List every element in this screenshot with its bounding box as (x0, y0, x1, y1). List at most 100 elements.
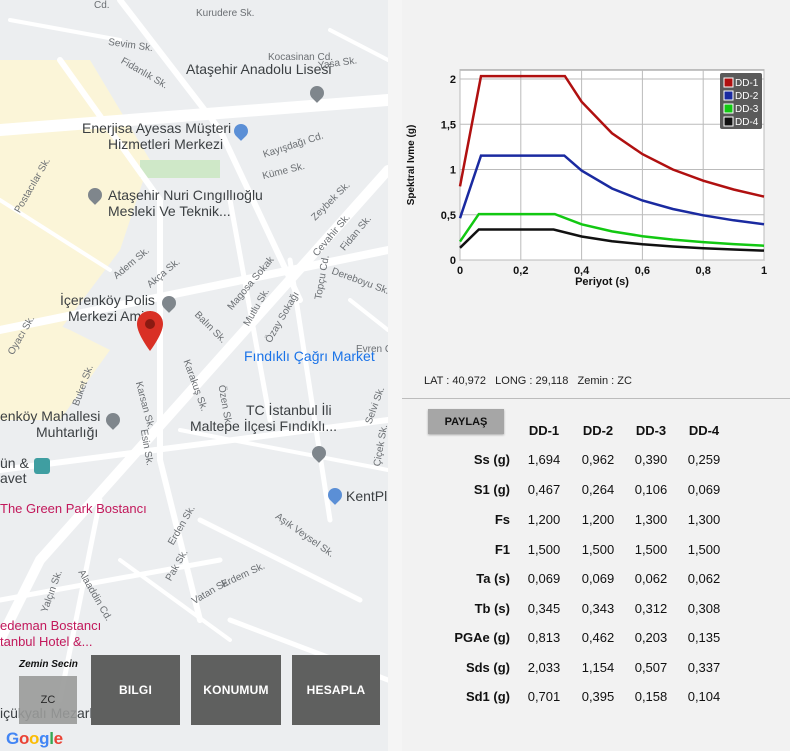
table-row: F1 1,500 1,500 1,500 1,500 (402, 542, 790, 572)
cell: 0,813 (527, 630, 561, 645)
poi-tc-istanbul[interactable]: TC İstanbul İli (246, 402, 332, 418)
poi-dugun-line2: avet (0, 470, 27, 486)
cell: 2,033 (527, 660, 561, 675)
cell: 0,264 (581, 482, 615, 497)
table-row: Sds (g) 2,033 1,154 0,507 0,337 (402, 660, 790, 690)
legend-swatch-dd-4 (723, 116, 734, 127)
table-header-dd3: DD-3 (635, 423, 667, 438)
row-label: Tb (s) (474, 601, 510, 616)
poi-tc-line2: Maltepe İlçesi Fındıklı... (190, 418, 338, 434)
cell: 1,500 (527, 542, 561, 557)
row-label: PGAe (g) (454, 630, 510, 645)
x-tick-label: 0 (457, 265, 463, 277)
table-row: Fs 1,200 1,200 1,300 1,300 (402, 512, 790, 542)
row-label: F1 (494, 542, 510, 557)
map-view[interactable]: Cd. Kurudere Sk. Sevim Sk. Fidanlık Sk. … (0, 0, 388, 751)
cell: 1,200 (581, 512, 615, 527)
panel-divider (388, 0, 402, 751)
cell: 0,467 (527, 482, 561, 497)
poi-nuri-cingillioglu[interactable]: Ataşehir Nuri Cıngıllıoğlu (108, 187, 263, 203)
cell: 0,104 (687, 689, 721, 704)
share-button-label: PAYLAŞ (444, 415, 488, 428)
map-roads (0, 0, 388, 703)
share-button[interactable]: PAYLAŞ (428, 409, 504, 434)
x-axis-label: Periyot (s) (575, 276, 629, 288)
y-tick-label: 1 (450, 165, 456, 177)
series-line-dd-1 (458, 74, 765, 198)
cell: 0,158 (634, 689, 668, 704)
poi-muhtarlik[interactable]: enköy Mahallesi (0, 408, 101, 424)
table-header-dd2: DD-2 (582, 423, 614, 438)
y-tick-label: 1,5 (441, 119, 456, 131)
poi-radisson-line2: tanbul Hotel &... (0, 634, 93, 649)
legend-swatch-dd-2 (723, 90, 734, 101)
table-header-dd4: DD-4 (688, 423, 720, 438)
series-line-dd-3 (458, 212, 765, 247)
soil-class-value: ZC (40, 694, 56, 706)
table-row: Ss (g) 1,694 0,962 0,390 0,259 (402, 452, 790, 482)
poi-atasehir-lise[interactable]: Ataşehir Anadolu Lisesi (186, 61, 332, 77)
cell: 0,390 (634, 452, 668, 467)
y-tick-label: 0 (450, 255, 456, 267)
cell: 0,069 (687, 482, 721, 497)
my-location-button-label: KONUMUM (203, 683, 269, 697)
poi-dugun[interactable]: ün & (0, 455, 29, 471)
cell: 0,062 (634, 571, 668, 586)
results-panel: 0 0,2 0,4 0,6 0,8 1 0 0,5 1 1,5 2 Periyot (s) Spektr… (402, 0, 790, 751)
row-label: S1 (g) (473, 482, 510, 497)
cell: 0,062 (687, 571, 721, 586)
calculate-button[interactable]: HESAPLA (292, 655, 380, 725)
poi-radisson[interactable]: edeman Bostancı (0, 618, 102, 633)
legend-swatch-dd-3 (723, 103, 734, 114)
cell: 0,312 (634, 601, 668, 616)
cell: 0,069 (527, 571, 561, 586)
cell: 0,962 (581, 452, 615, 467)
soil-class-label: Zemin Secin (19, 659, 78, 670)
poi-green-park[interactable]: The Green Park Bostancı (0, 501, 147, 516)
info-button-label: BILGI (119, 683, 152, 697)
cell: 1,500 (581, 542, 615, 557)
selected-location-marker-icon[interactable] (136, 310, 164, 352)
lat-label: LAT : (424, 375, 453, 387)
cell: 0,701 (527, 689, 561, 704)
info-button[interactable]: BILGI (91, 655, 180, 725)
soil-class-select[interactable]: ZC (19, 676, 77, 724)
legend-label-dd-4: DD-4 (735, 117, 759, 128)
cell: 0,343 (581, 601, 615, 616)
row-label: Ta (s) (476, 571, 510, 586)
table-row: PGAe (g) 0,813 0,462 0,203 0,135 (402, 630, 790, 660)
zemin-label: Zemin : (577, 375, 618, 387)
legend-swatch-dd-1 (723, 77, 734, 88)
street-label: Kocasinan Cd. (268, 52, 334, 63)
cell: 0,507 (634, 660, 668, 675)
cell: 1,300 (687, 512, 721, 527)
series-line-dd-2 (458, 154, 765, 226)
poi-kentplus[interactable]: KentPlı (346, 488, 388, 504)
street-label: Kurudere Sk. (196, 8, 255, 19)
x-tick-label: 0,4 (574, 265, 590, 277)
y-tick-label: 0,5 (441, 210, 456, 222)
cell: 0,308 (687, 601, 721, 616)
poi-enerjisa[interactable]: Enerjisa Ayesas Müşteri (82, 120, 232, 136)
cell: 0,135 (687, 630, 721, 645)
cell: 0,203 (634, 630, 668, 645)
poi-findikli-market[interactable]: Fındıklı Çağrı Market (244, 348, 375, 364)
venue-pin-icon (34, 458, 50, 474)
cell: 0,337 (687, 660, 721, 675)
y-axis-label: Spektral Ivme (g) (406, 125, 417, 206)
street-label: Evren Cd. (356, 344, 388, 355)
row-label: Sds (g) (465, 660, 510, 675)
poi-icerenkoy-polis[interactable]: İçerenköy Polis (60, 292, 155, 308)
cell: 1,300 (634, 512, 668, 527)
cell: 0,395 (581, 689, 615, 704)
legend-label-dd-3: DD-3 (735, 104, 759, 115)
x-tick-label: 1 (761, 265, 767, 277)
table-row: Sd1 (g) 0,701 0,395 0,158 0,104 (402, 689, 790, 719)
lat-value: 40,972 (452, 375, 486, 387)
cell: 0,345 (527, 601, 561, 616)
x-tick-label: 0,6 (635, 265, 650, 277)
table-row: Ta (s) 0,069 0,069 0,062 0,062 (402, 571, 790, 601)
series-line-dd-4 (459, 228, 765, 252)
legend-label-dd-2: DD-2 (735, 91, 759, 102)
my-location-button[interactable]: KONUMUM (191, 655, 281, 725)
